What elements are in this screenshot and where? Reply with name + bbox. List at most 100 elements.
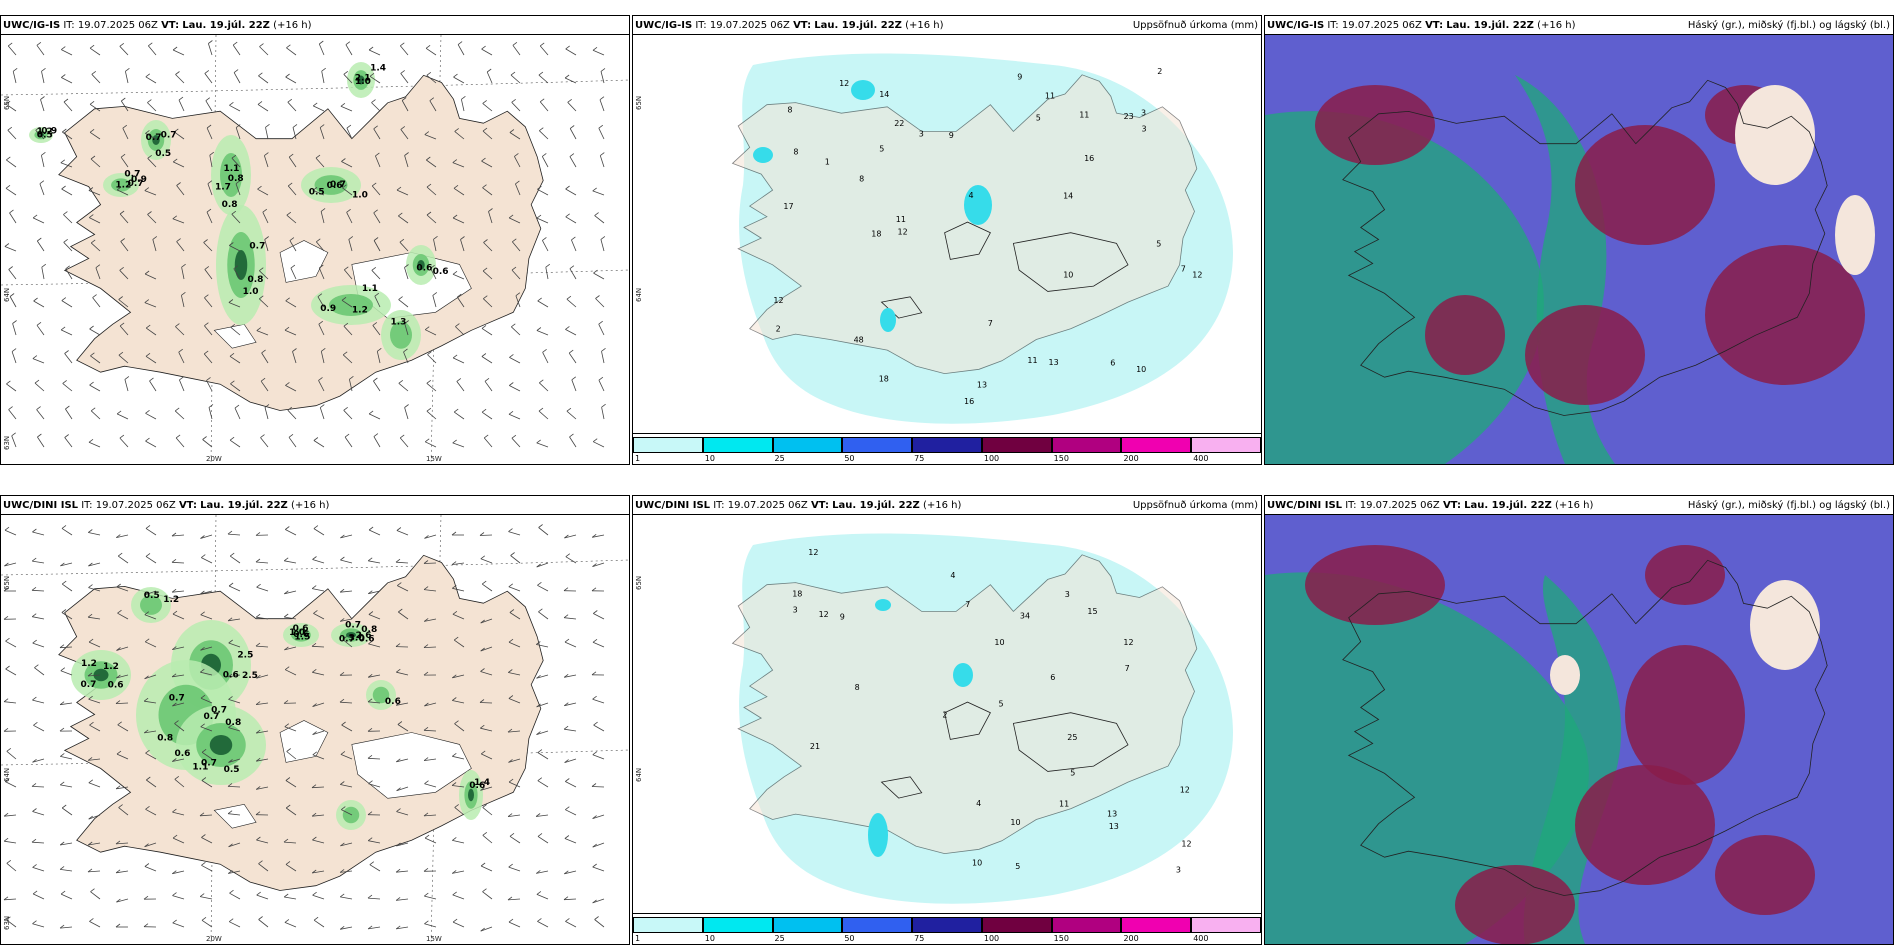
wind-barb: [286, 47, 297, 56]
wind-barb: [11, 435, 17, 448]
wind-barb: [31, 589, 45, 592]
wind-barb: [368, 529, 381, 536]
wind-barb-flag: [286, 44, 291, 49]
wind-barb-flag: [341, 721, 346, 726]
wind-barb: [592, 898, 605, 904]
wind-barb-flag: [119, 266, 124, 271]
wind-barb: [311, 645, 325, 648]
wind-barb-flag: [235, 180, 241, 185]
it-label: IT:: [1327, 20, 1339, 31]
wind-barb-flag: [62, 128, 67, 133]
wind-barb: [454, 131, 465, 140]
wind-barb-flag: [6, 380, 11, 385]
wind-barb-flag: [343, 70, 349, 75]
wind-barb: [117, 724, 129, 732]
wind-barb: [508, 586, 521, 592]
wind-barb-flag: [285, 382, 290, 386]
wind-barb-flag: [536, 703, 541, 708]
accum-value-label: 2: [776, 325, 781, 334]
wind-barb: [507, 730, 521, 733]
wind-barb-flag: [255, 642, 261, 647]
wind-barb: [511, 102, 521, 112]
wind-barb-flag: [457, 41, 463, 45]
wind-barb: [368, 413, 381, 420]
wind-barb-flag: [598, 376, 604, 381]
wind-barb-flag: [283, 557, 289, 562]
wind-barb: [452, 870, 465, 874]
wind-barb-flag: [424, 438, 430, 443]
wind-barb-flag: [595, 295, 600, 299]
wind-barb-flag: [201, 861, 206, 866]
wind-barb-flag: [88, 529, 93, 533]
wind-barb: [343, 269, 353, 280]
wind-barb: [228, 842, 241, 848]
wind-barb: [536, 870, 549, 874]
wind-barb-flag: [452, 891, 457, 896]
precip-colorbar: 1 10 25 50 75 100 150 200 400: [633, 913, 1261, 944]
colorbar-tick-label: 25: [774, 934, 785, 943]
wind-barb: [563, 898, 577, 901]
wind-barb: [152, 239, 157, 252]
wind-barb: [569, 268, 577, 280]
wind-barb-flag: [284, 919, 290, 923]
wind-barb: [116, 753, 129, 760]
wind-barb: [541, 156, 549, 168]
wind-barb: [568, 352, 577, 364]
wind-barb: [147, 102, 157, 112]
wind-barb-flag: [283, 893, 289, 898]
wind-barb: [256, 894, 269, 900]
wind-barb: [592, 534, 605, 538]
colorbar-swatch: [981, 917, 1052, 933]
wind-barb: [87, 870, 101, 873]
wind-barb-flag: [399, 238, 405, 243]
rain-value-label: 0.6: [469, 781, 485, 791]
wind-barb: [203, 353, 213, 364]
wind-barb-flag: [481, 408, 487, 413]
wind-barb: [145, 752, 157, 760]
wind-barb: [32, 893, 45, 900]
wind-barb: [565, 329, 577, 336]
wind-barb: [508, 531, 521, 536]
wind-barb-flag: [144, 187, 150, 191]
accum-value-label: 10: [994, 638, 1004, 647]
wind-barb-flag: [292, 348, 297, 352]
wind-barb-flag: [538, 524, 543, 528]
wind-barb-flag: [201, 834, 206, 838]
wind-barb-flag: [209, 151, 215, 156]
rain-value-label: 1.0: [352, 190, 368, 200]
wind-barb: [144, 614, 157, 620]
wind-barb: [4, 701, 17, 704]
wind-barb: [509, 357, 521, 364]
wind-barb-flag: [318, 377, 323, 381]
wind-barb-flag: [453, 73, 458, 78]
accum-value-label: 11: [1059, 800, 1069, 809]
wind-barb: [6, 750, 17, 760]
wind-barb-flag: [342, 351, 348, 356]
rain-value-label: 0.5: [37, 131, 53, 141]
colorbar-tick-label: 200: [1123, 934, 1139, 943]
wind-barb: [536, 330, 549, 336]
wind-barb-flag: [396, 787, 401, 792]
iceland-outline: [731, 74, 1198, 375]
wind-barb-flag: [565, 326, 570, 330]
wind-barb-flag: [424, 834, 430, 839]
wind-barb: [283, 841, 297, 844]
wind-barb-flag: [369, 861, 375, 866]
wind-barb-flag: [205, 97, 211, 102]
wind-barb-flag: [285, 297, 290, 302]
wind-barb-flag: [148, 42, 153, 47]
wind-barb: [206, 211, 213, 224]
wind-barb: [229, 245, 241, 252]
wind-barb: [508, 921, 521, 928]
wind-barb: [424, 134, 437, 140]
wind-barb: [404, 323, 409, 336]
colorbar-swatch: [772, 437, 843, 453]
wind-barb: [341, 724, 353, 732]
wind-barb-flag: [461, 95, 466, 100]
wind-barb: [343, 325, 353, 336]
wind-barb: [566, 298, 577, 308]
wind-barb-flag: [452, 584, 457, 589]
wind-barb-flag: [510, 552, 515, 556]
wind-barb: [569, 128, 577, 140]
wind-barb: [89, 103, 101, 112]
